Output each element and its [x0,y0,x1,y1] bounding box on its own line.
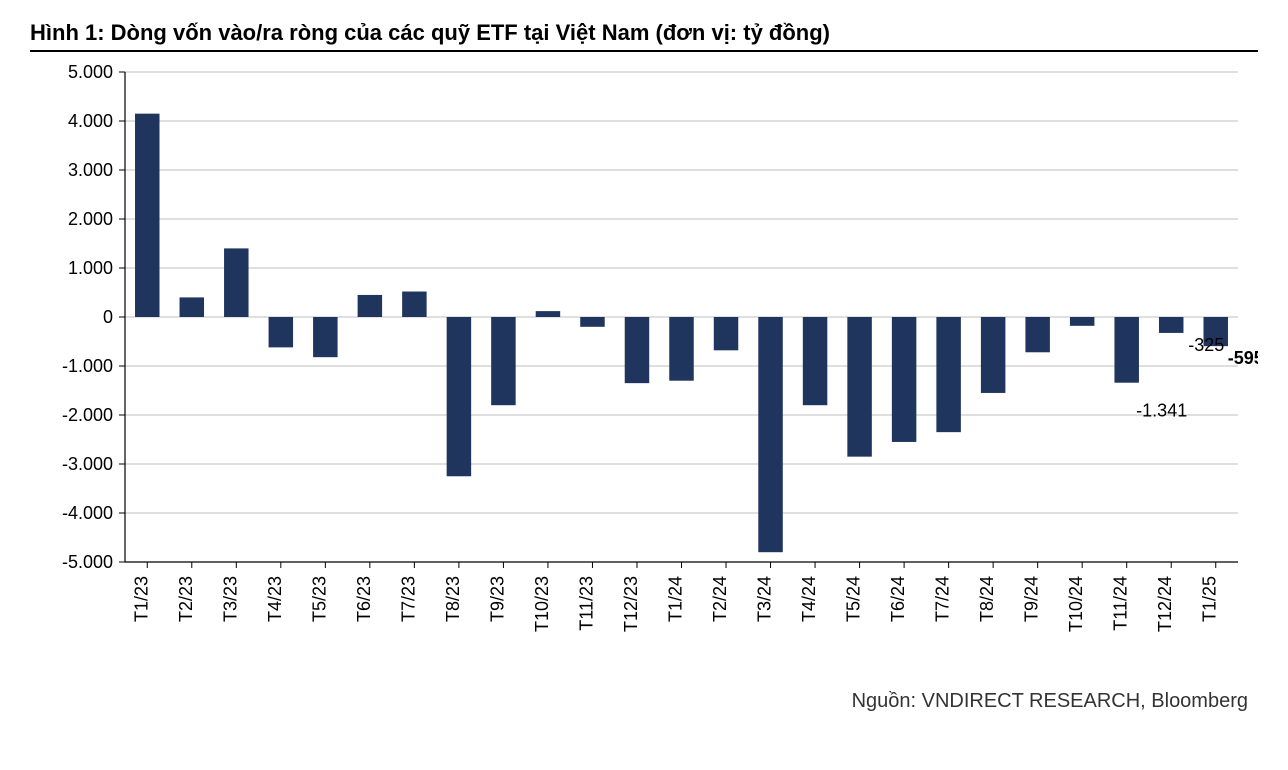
bar [536,311,560,317]
bar [1114,317,1138,383]
x-tick-label: T8/23 [443,576,463,622]
bar [1159,317,1183,333]
x-tick-label: T10/23 [532,576,552,632]
bar [1025,317,1049,352]
x-tick-label: T11/24 [1111,576,1131,631]
title-underline [30,50,1258,52]
x-tick-label: T11/23 [576,576,596,631]
x-tick-label: T4/24 [799,576,819,622]
bar [669,317,693,381]
svg-text:-3.000: -3.000 [62,454,113,474]
svg-text:1.000: 1.000 [68,258,113,278]
bar [491,317,515,405]
bar [758,317,782,552]
bar [580,317,604,327]
x-tick-label: T10/24 [1066,576,1086,632]
x-tick-label: T3/24 [755,576,775,622]
bar-annotation: -325 [1188,335,1224,355]
svg-text:2.000: 2.000 [68,209,113,229]
x-tick-label: T1/24 [666,576,686,622]
x-tick-label: T5/24 [844,576,864,622]
bar [981,317,1005,393]
bar [803,317,827,405]
bar [358,295,382,317]
x-tick-label: T12/23 [621,576,641,632]
bar-annotation: -1.341 [1136,401,1187,421]
x-tick-label: T4/23 [265,576,285,622]
chart-container: -5.000 -4.000 -3.000 -2.000 -1.000 0 1.000 2.00… [30,62,1258,682]
bar [1070,317,1094,326]
x-tick-label: T1/25 [1200,576,1220,622]
chart-title: Hình 1: Dòng vốn vào/ra ròng của các quỹ… [30,20,1258,46]
svg-text:-4.000: -4.000 [62,503,113,523]
x-tick-label: T6/23 [354,576,374,622]
x-tick-label: T7/23 [398,576,418,622]
svg-text:5.000: 5.000 [68,62,113,82]
bar [135,114,159,317]
bar [402,292,426,317]
x-tick-label: T5/23 [309,576,329,622]
x-tick-label: T6/24 [888,576,908,622]
x-tick-label: T9/23 [487,576,507,622]
x-tick-label: T2/23 [176,576,196,622]
bar [714,317,738,350]
svg-text:4.000: 4.000 [68,111,113,131]
x-tick-label: T8/24 [977,576,997,622]
x-tick-label: T12/24 [1155,576,1175,632]
bar [892,317,916,442]
svg-text:3.000: 3.000 [68,160,113,180]
bar [180,297,204,317]
bar-chart: -5.000 -4.000 -3.000 -2.000 -1.000 0 1.000 2.00… [30,62,1258,682]
x-tick-label: T1/23 [131,576,151,622]
svg-text:-1.000: -1.000 [62,356,113,376]
svg-text:0: 0 [103,307,113,327]
x-tick-label: T2/24 [710,576,730,622]
bar [447,317,471,476]
bar-annotation: -595 [1228,348,1258,368]
x-tick-label: T7/24 [933,576,953,622]
bar [269,317,293,347]
bar [224,248,248,317]
bar [847,317,871,457]
chart-source: Nguồn: VNDIRECT RESEARCH, Bloomberg [30,690,1258,713]
svg-text:-2.000: -2.000 [62,405,113,425]
x-tick-label: T3/23 [220,576,240,622]
bar [625,317,649,383]
bar [936,317,960,432]
x-tick-label: T9/24 [1022,576,1042,622]
svg-text:-5.000: -5.000 [62,552,113,572]
bar [313,317,337,357]
